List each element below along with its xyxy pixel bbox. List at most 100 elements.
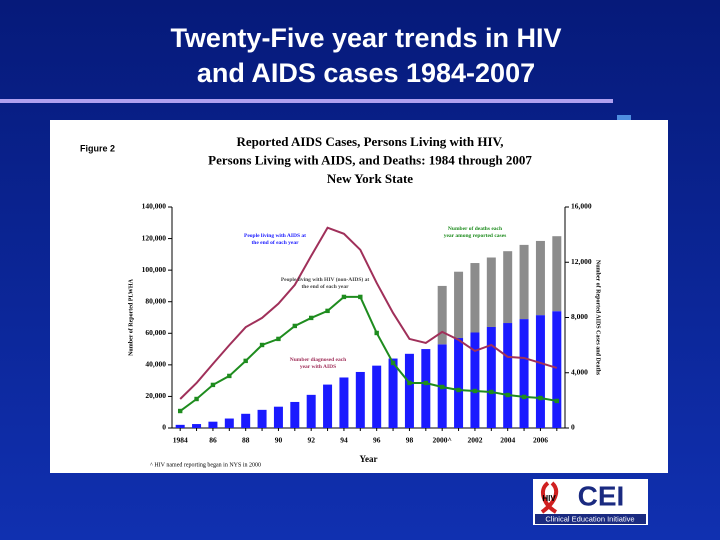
x-tick-label: 96 [373,436,381,445]
bar [503,251,513,324]
line [179,295,557,412]
logo-strip [535,514,646,524]
chart-title: New York State [327,171,413,186]
x-tick-label: 88 [242,436,250,445]
marker [177,408,183,414]
chart-title: Persons Living with AIDS, and Deaths: 19… [208,152,532,167]
y-tick-label: 100,000 [142,265,167,274]
marker [325,308,330,314]
bar [519,319,529,428]
marker [227,373,232,379]
line [179,226,558,400]
y2-tick-label: 16,000 [571,202,592,211]
bar [503,323,513,428]
bar [290,401,300,428]
bar [388,358,398,428]
bar [519,244,529,320]
logo-name: CEI [578,480,625,511]
y2-tick-label: 4,000 [571,367,588,376]
marker [259,342,265,348]
y-tick-label: 80,000 [145,296,166,305]
bar [257,409,267,428]
marker [358,294,363,300]
y2-tick-label: 12,000 [571,257,592,266]
bar [535,240,545,316]
marker [554,398,560,404]
marker [489,389,494,395]
marker [439,384,445,390]
marker [374,330,379,336]
bar [535,315,545,428]
bar [306,394,316,428]
ribbon-icon [540,481,559,514]
y-tick-label: 140,000 [142,202,167,211]
figure-label: Figure 2 [80,143,115,153]
bar [454,271,464,339]
bar [241,413,251,428]
series-annotation: Number of deaths each year among reported… [444,226,507,239]
marker [210,382,216,388]
bar [273,406,283,428]
x-axis-label: Year [360,454,378,464]
series-annotation: Number diagnosed each year with AIDS [290,357,346,370]
marker [538,395,543,401]
slide-title: Twenty-Five year trends in HIV [170,23,561,53]
marker [456,387,461,393]
decoration [617,115,631,123]
marker [407,380,412,386]
logo-badge: HIV [542,494,556,503]
y-tick-label: 120,000 [142,233,167,242]
bar [323,384,333,428]
title-rule [0,99,613,103]
x-tick-label: 2002 [467,436,482,445]
marker [521,394,527,400]
marker [423,380,429,386]
series-annotation: People living with HIV (non-AIDS) at the … [281,276,370,290]
y-tick-label: 20,000 [145,391,166,400]
bar [437,285,447,345]
bar [486,257,496,327]
bar [339,377,349,428]
bar [175,424,185,428]
x-tick-label: 2000^ [433,436,452,445]
y-tick-label: 0 [162,423,166,432]
marker [243,358,248,364]
bar [355,371,365,428]
y-axis-label: Number of Reported PLWHA [128,278,134,355]
x-tick-label: 98 [406,436,414,445]
marker [276,336,281,342]
x-tick-label: 1984 [173,436,188,445]
footnote: ^ HIV named reporting began in NYS in 20… [150,462,261,468]
x-tick-label: 86 [209,436,217,445]
marker [308,315,314,321]
y-tick-label: 40,000 [145,360,166,369]
bar [470,263,480,333]
marker [390,360,396,366]
marker [505,392,510,398]
bar [208,421,218,428]
series-annotation: People living with AIDS at the end of eac… [244,233,306,246]
bar [372,365,382,428]
chart: Reported AIDS Cases, Persons Living with… [128,134,600,464]
marker [292,323,298,329]
x-tick-label: 90 [275,436,283,445]
bar [404,353,414,428]
slide-title: and AIDS cases 1984-2007 [197,58,535,88]
bar [192,424,202,428]
y2-axis-label: Number of Reported AIDS Cases and Deaths [595,260,601,376]
bar [552,236,562,312]
x-tick-label: 92 [307,436,315,445]
x-tick-label: 2006 [533,436,548,445]
bar [421,349,431,428]
bar [486,326,496,428]
bar [470,332,480,428]
y2-tick-label: 0 [571,423,575,432]
bar [454,338,464,428]
y2-tick-label: 8,000 [571,312,588,321]
logo-tagline: Clinical Education Initiative [545,514,634,523]
x-tick-label: 2004 [500,436,515,445]
marker [341,294,347,300]
marker [194,396,199,402]
x-tick-label: 94 [340,436,348,445]
